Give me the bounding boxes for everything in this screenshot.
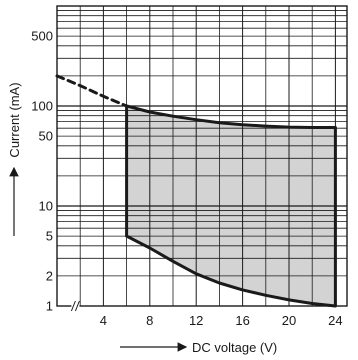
x-tick-label: 20: [282, 313, 296, 328]
x-tick-label: 8: [146, 313, 153, 328]
y-tick-label: 100: [31, 99, 53, 114]
axis-break-mask: [71, 300, 80, 312]
series-line-2: [125, 234, 337, 308]
series-line-dashed: [55, 74, 129, 108]
y-tick-label: 2: [46, 268, 53, 283]
series-line-1: [125, 104, 337, 129]
y-axis-label: Current (mA): [7, 82, 22, 157]
x-tick-label: 12: [189, 313, 203, 328]
y-tick-label: 500: [31, 29, 53, 44]
y-tick-label: 10: [39, 199, 53, 214]
x-tick-label: 16: [235, 313, 249, 328]
x-tick-label: 4: [100, 313, 107, 328]
x-tick-label: 24: [328, 313, 342, 328]
y-tick-label: 1: [46, 299, 53, 314]
axis-break-mark: [70, 300, 76, 312]
plot-frame: [56, 5, 348, 307]
x-axis-label: DC voltage (V): [192, 340, 277, 355]
y-tick-label: 5: [46, 229, 53, 244]
y-tick-label: 50: [39, 129, 53, 144]
axis-break-mark: [74, 300, 80, 312]
